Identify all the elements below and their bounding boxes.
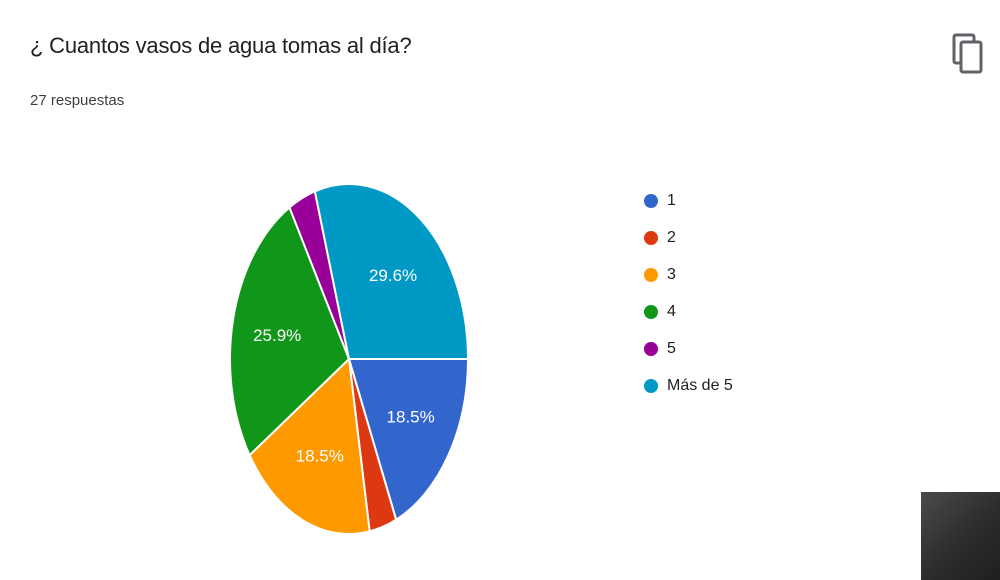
legend-swatch [644,378,658,393]
legend-label: 3 [667,265,676,283]
question-title: ¿ Cuantos vasos de agua tomas al día? [30,33,412,58]
pie-slice-mas-de-5[interactable] [313,183,470,360]
chart-legend: 1 2 3 4 5 Más de 5 [644,182,733,404]
legend-item-4[interactable]: 4 [644,293,733,330]
slice-label-3: 18.5% [296,446,344,465]
legend-swatch [644,267,658,282]
response-count: 27 respuestas [30,92,125,109]
legend-swatch [644,230,658,245]
legend-swatch [644,193,658,208]
legend-item-mas-de-5[interactable]: Más de 5 [644,367,733,404]
slice-label-4: 25.9% [253,326,301,345]
pie-slice-4[interactable] [229,205,351,457]
pie-slice-1[interactable] [347,358,470,522]
legend-swatch [644,341,658,356]
legend-label: 1 [667,191,676,209]
copy-icon [952,33,983,74]
slice-label-1: 18.5% [387,408,435,427]
legend-item-2[interactable]: 2 [644,219,733,256]
corner-thumbnail [921,492,1000,580]
legend-item-1[interactable]: 1 [644,182,733,219]
legend-label: 5 [667,339,676,357]
legend-item-5[interactable]: 5 [644,330,733,367]
slice-label-mas-de-5: 29.6% [369,266,417,285]
legend-item-3[interactable]: 3 [644,256,733,293]
legend-label: 4 [667,302,676,320]
pie-chart: 18.5% 18.5% 25.9% 29.6% [229,183,470,535]
copy-chart-button[interactable] [952,32,986,76]
legend-swatch [644,304,658,319]
legend-label: 2 [667,228,676,246]
legend-label: Más de 5 [667,376,733,394]
pie-slice-3[interactable] [248,356,371,535]
